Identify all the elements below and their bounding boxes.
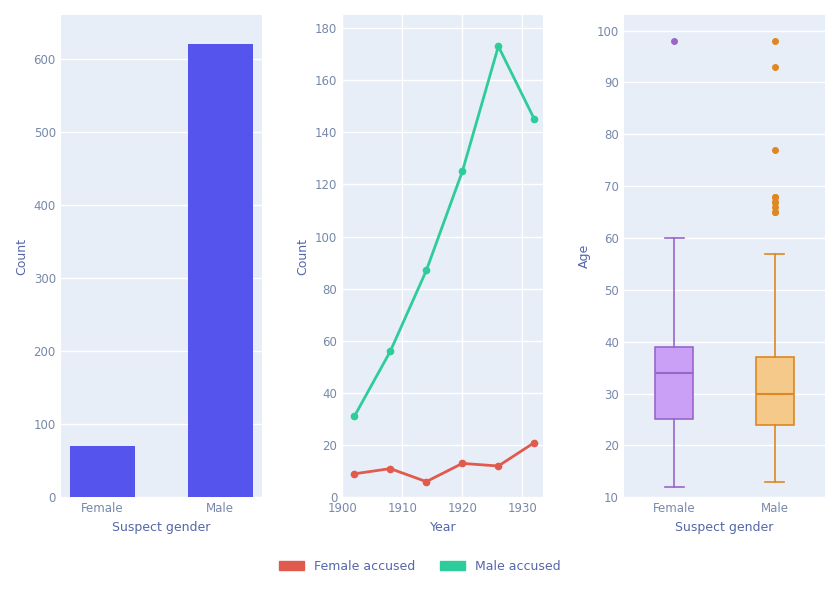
Female accused [422, 478, 432, 485]
Male accused [493, 42, 503, 50]
Male accused [386, 348, 396, 355]
X-axis label: Year: Year [429, 521, 456, 534]
Male accused [349, 413, 360, 420]
Legend: Female accused, Male accused: Female accused, Male accused [274, 555, 566, 578]
Line: Female accused: Female accused [351, 440, 538, 485]
Male accused [457, 168, 467, 175]
Female accused [493, 463, 503, 470]
Bar [70, 446, 134, 497]
Female accused [349, 470, 360, 477]
Male accused [529, 116, 539, 123]
PathPatch shape [756, 358, 794, 425]
Female accused [386, 465, 396, 472]
Y-axis label: Age: Age [578, 244, 591, 268]
PathPatch shape [655, 347, 693, 419]
Female accused [457, 460, 467, 467]
Line: Male accused: Male accused [351, 43, 538, 419]
Bar [188, 44, 253, 497]
X-axis label: Suspect gender: Suspect gender [112, 521, 210, 534]
Female accused [529, 439, 539, 446]
X-axis label: Suspect gender: Suspect gender [675, 521, 774, 534]
Male accused [422, 267, 432, 274]
Y-axis label: Count: Count [297, 238, 309, 274]
Y-axis label: Count: Count [15, 238, 28, 274]
